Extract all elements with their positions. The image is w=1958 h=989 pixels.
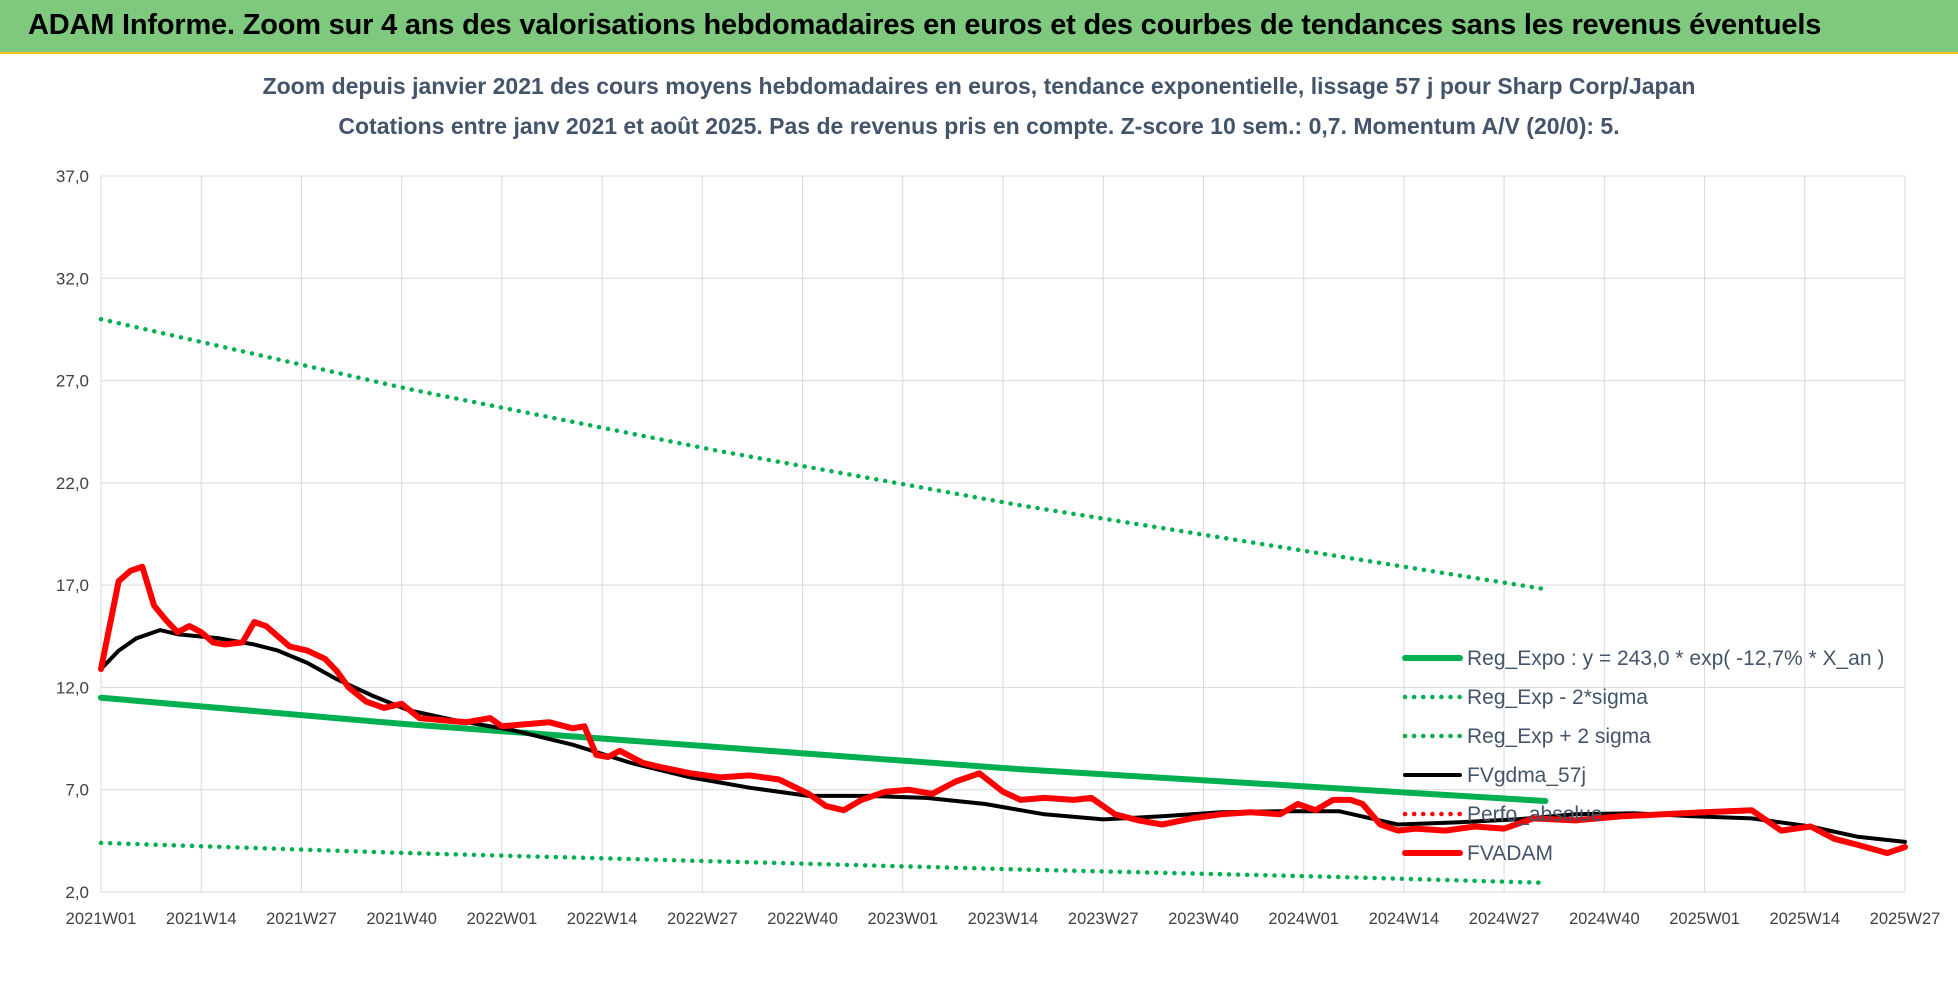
legend-label: Reg_Expo : y = 243,0 * exp( -12,7% * X_a… <box>1467 647 1884 670</box>
x-tick-label: 2024W40 <box>1569 910 1640 928</box>
x-tick-label: 2021W14 <box>166 910 237 928</box>
series-line-3 <box>99 628 1907 844</box>
x-tick-label: 2021W01 <box>66 910 137 928</box>
x-tick-label: 2022W27 <box>667 910 738 928</box>
x-tick-label: 2025W27 <box>1870 910 1941 928</box>
x-tick-label: 2024W01 <box>1268 910 1339 928</box>
legend-label: FVgdma_57j <box>1467 764 1586 787</box>
x-tick-label: 2023W14 <box>968 910 1039 928</box>
x-tick-label: 2024W27 <box>1469 910 1540 928</box>
chart-subtitle: Cotations entre janv 2021 et août 2025. … <box>338 113 1619 139</box>
axes: 2,0 7,0 12,0 17,0 22,0 27,0 32,0 37,0 2021W01 202… <box>56 167 1940 928</box>
x-tick-label: 2022W14 <box>567 910 638 928</box>
y-tick-label: 17,0 <box>56 576 89 595</box>
y-tick-label: 2,0 <box>65 883 89 902</box>
legend: Reg_Expo : y = 243,0 * exp( -12,7% * X_a… <box>1402 647 1884 865</box>
y-tick-label: 12,0 <box>56 678 89 697</box>
y-tick-label: 22,0 <box>56 474 89 493</box>
series-line-0 <box>98 694 1549 804</box>
x-tick-label: 2024W14 <box>1369 910 1440 928</box>
x-tick-label: 2025W01 <box>1669 910 1740 928</box>
x-tick-label: 2025W14 <box>1769 910 1840 928</box>
x-tick-label: 2023W27 <box>1068 910 1139 928</box>
y-tick-label: 27,0 <box>56 372 89 391</box>
x-tick-label: 2023W01 <box>867 910 938 928</box>
series-line-5 <box>98 563 1908 857</box>
legend-label: Reg_Exp + 2 sigma <box>1467 725 1651 748</box>
legend-label: Reg_Exp - 2*sigma <box>1467 686 1648 709</box>
series-line-1 <box>98 840 1548 886</box>
series <box>98 316 1908 886</box>
series-line-2 <box>98 316 1548 592</box>
x-tick-label: 2021W40 <box>366 910 437 928</box>
x-tick-label: 2022W01 <box>467 910 538 928</box>
y-tick-label: 7,0 <box>65 781 89 800</box>
legend-label: Perfo_absolue <box>1467 803 1602 826</box>
x-tick-label: 2023W40 <box>1168 910 1239 928</box>
grid <box>100 175 1906 893</box>
chart-title: Zoom depuis janvier 2021 des cours moyen… <box>263 73 1696 99</box>
x-tick-label: 2021W27 <box>266 910 337 928</box>
chart-area: Zoom depuis janvier 2021 des cours moyen… <box>0 54 1958 984</box>
report-banner: ADAM Informe. Zoom sur 4 ans des valoris… <box>0 0 1958 54</box>
price-chart: Zoom depuis janvier 2021 des cours moyen… <box>56 73 1940 928</box>
y-tick-label: 37,0 <box>56 167 89 186</box>
x-tick-label: 2022W40 <box>767 910 838 928</box>
legend-label: FVADAM <box>1467 842 1553 865</box>
report-title: ADAM Informe. Zoom sur 4 ans des valoris… <box>28 9 1822 41</box>
y-tick-label: 32,0 <box>56 269 89 288</box>
